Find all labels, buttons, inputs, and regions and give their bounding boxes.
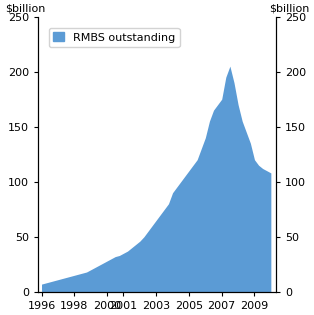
- Text: $billion: $billion: [269, 4, 309, 14]
- Text: $billion: $billion: [5, 4, 45, 14]
- Legend: RMBS outstanding: RMBS outstanding: [49, 28, 180, 47]
